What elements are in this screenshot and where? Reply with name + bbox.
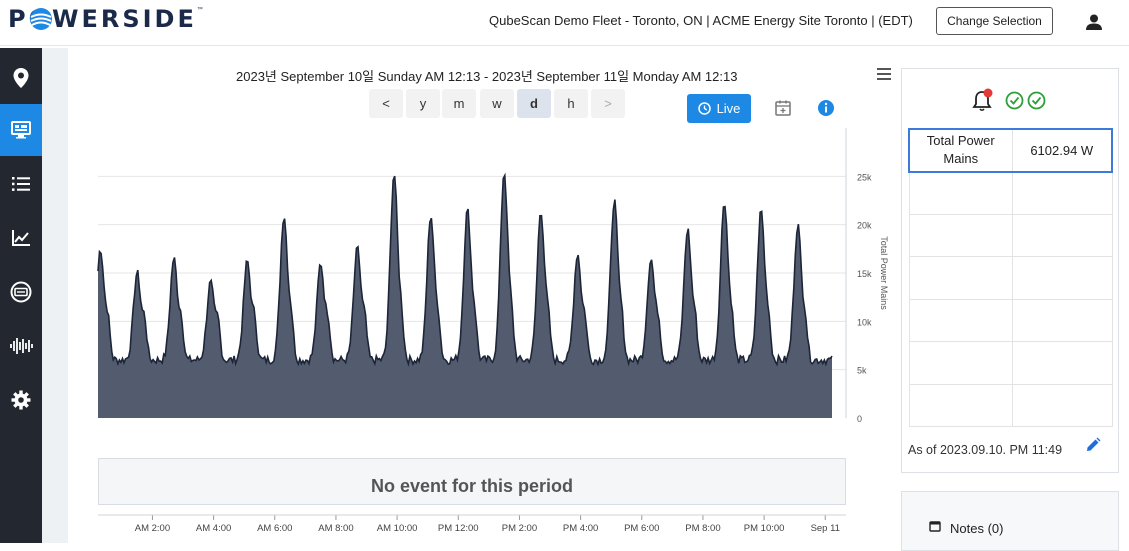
event-panel: No event for this period (98, 458, 846, 505)
meter-icon (10, 281, 32, 303)
x-tick-label: PM 2:00 (502, 523, 537, 534)
summary-value (1011, 341, 1113, 385)
y-tick-label: 10k (857, 317, 872, 327)
clock-icon (697, 102, 711, 115)
sidebar (0, 48, 42, 543)
as-of-timestamp: As of 2023.09.10. PM 11:49 (908, 443, 1063, 457)
site-title: QubeScan Demo Fleet - Toronto, ON | ACME… (489, 13, 913, 28)
table-row (908, 213, 1113, 257)
sidebar-item-list[interactable] (0, 158, 42, 210)
sidebar-item-settings[interactable] (0, 374, 42, 426)
live-button-label: Live (716, 101, 741, 116)
y-tick-label: 5k (857, 366, 867, 376)
y-tick-label: 0 (857, 414, 862, 424)
summary-label (908, 383, 1013, 427)
summary-value (1011, 171, 1113, 215)
summary-value (1011, 256, 1113, 300)
bell-alert-icon[interactable] (971, 88, 993, 112)
map-pin-icon (13, 68, 29, 88)
logo-mark-icon (30, 8, 52, 30)
monitor-icon (11, 121, 31, 139)
summary-label: Total Power Mains (908, 128, 1013, 173)
y-tick-label: 15k (857, 269, 872, 279)
y-axis-label: Total Power Mains (879, 236, 889, 310)
calendar-add-icon[interactable] (774, 99, 792, 117)
period-month-button[interactable]: m (442, 89, 476, 118)
period-year-button[interactable]: y (406, 89, 440, 118)
list-icon (12, 177, 30, 191)
sidebar-item-trends[interactable] (0, 212, 42, 264)
chart-menu-icon[interactable] (876, 67, 892, 81)
x-tick-label: AM 10:00 (377, 523, 418, 534)
x-tick-label: AM 8:00 (318, 523, 353, 534)
x-tick-label: AM 4:00 (196, 523, 231, 534)
x-tick-label: PM 10:00 (744, 523, 785, 534)
period-week-button[interactable]: w (480, 89, 514, 118)
summary-label (908, 298, 1013, 342)
summary-value (1011, 213, 1113, 257)
top-bar: POWERSIDE ™ QubeScan Demo Fleet - Toront… (0, 0, 1129, 46)
period-day-button[interactable]: d (517, 89, 551, 118)
x-tick-label: PM 4:00 (563, 523, 598, 534)
edit-pencil-icon[interactable] (1085, 437, 1101, 453)
summary-label (908, 213, 1013, 257)
sidebar-item-dashboard[interactable] (0, 104, 42, 156)
info-icon[interactable] (817, 99, 835, 117)
date-range-title: 2023년 September 10일 Sunday AM 12:13 - 20… (236, 69, 738, 84)
table-row (908, 256, 1113, 300)
check-circle-icon (1005, 91, 1024, 110)
x-tick-label: PM 12:00 (438, 523, 479, 534)
y-tick-label: 20k (857, 221, 872, 231)
check-circle-icon (1027, 91, 1046, 110)
summary-value: 6102.94 W (1011, 128, 1113, 173)
calendar-icon (929, 521, 941, 532)
logo-trademark: ™ (196, 7, 203, 13)
table-row (908, 298, 1113, 342)
table-row (908, 171, 1113, 215)
summary-value (1011, 298, 1113, 342)
next-period-button[interactable]: > (591, 89, 625, 118)
summary-label (908, 256, 1013, 300)
x-tick-label: PM 8:00 (685, 523, 720, 534)
sidebar-item-waveform[interactable] (0, 320, 42, 372)
summary-label (908, 341, 1013, 385)
y-tick-label: 25k (857, 172, 872, 182)
live-button[interactable]: Live (687, 94, 751, 123)
powerside-logo[interactable]: POWERSIDE ™ (8, 5, 203, 33)
table-row (908, 341, 1113, 385)
x-tick-label: Sep 11 (811, 523, 840, 534)
gear-icon (11, 390, 31, 410)
no-event-message: No event for this period (370, 476, 574, 496)
notes-toggle[interactable]: Notes (0) (950, 521, 1004, 536)
line-chart-icon (12, 230, 30, 246)
period-hour-button[interactable]: h (554, 89, 588, 118)
x-tick-label: PM 6:00 (624, 523, 659, 534)
prev-period-button[interactable]: < (369, 89, 403, 118)
power-line (97, 172, 833, 367)
x-tick-label: AM 6:00 (257, 523, 292, 534)
x-tick-label: AM 2:00 (135, 523, 170, 534)
table-row (908, 383, 1113, 427)
table-row[interactable]: Total Power Mains 6102.94 W (908, 128, 1113, 173)
summary-label (908, 171, 1013, 215)
sidebar-item-map[interactable] (0, 52, 42, 104)
change-selection-button[interactable]: Change Selection (936, 7, 1053, 35)
user-icon[interactable] (1084, 12, 1104, 32)
sidebar-item-meter[interactable] (0, 266, 42, 318)
waveform-icon (10, 338, 33, 354)
summary-value (1011, 383, 1113, 427)
content-gutter (42, 48, 68, 543)
summary-table: Total Power Mains 6102.94 W (908, 128, 1113, 427)
power-area (98, 175, 832, 418)
